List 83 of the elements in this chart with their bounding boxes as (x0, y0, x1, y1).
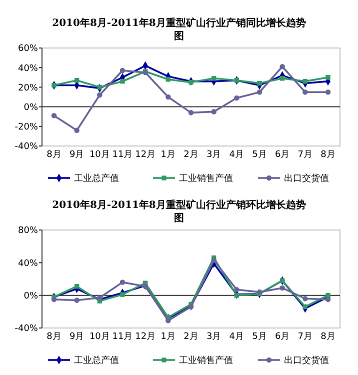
point (166, 94, 171, 100)
point (302, 296, 308, 302)
point (166, 77, 171, 82)
x-tick-label: 9月 (69, 150, 84, 160)
x-tick-label: 10月 (89, 332, 110, 342)
y-tick-label: -40% (14, 142, 38, 152)
point (188, 80, 194, 85)
x-tick-label: 2月 (184, 150, 198, 160)
point (97, 92, 102, 98)
point (325, 89, 331, 95)
x-tick-label: 10月 (89, 150, 110, 160)
y-tick-label: 0% (24, 291, 38, 302)
point (302, 89, 308, 95)
point (188, 110, 194, 116)
y-tick-label: 40% (18, 64, 38, 74)
point (74, 78, 80, 83)
y-tick-label: 60% (18, 44, 38, 54)
x-tick-label: 6月 (274, 332, 290, 342)
x-tick-label: 8月 (320, 150, 336, 160)
legend-label: 出口交货值 (284, 355, 329, 366)
chart-title: 2010年8月-2011年8月重型矿山行业产销环比增长趋势图 (52, 199, 306, 224)
point (97, 295, 102, 300)
x-tick-label: 5月 (252, 150, 267, 160)
legend-label: 出口交货值 (284, 173, 329, 184)
y-tick-label: 20% (18, 83, 38, 94)
point (326, 292, 330, 298)
point (211, 258, 216, 263)
x-tick-label: 3月 (206, 332, 222, 342)
x-tick-label: 8月 (46, 332, 62, 342)
x-tick-label: 4月 (229, 150, 244, 160)
y-tick-label: 0% (24, 102, 38, 113)
point (97, 84, 102, 90)
x-tick-label: 4月 (229, 332, 244, 342)
point (74, 298, 80, 303)
point (302, 78, 308, 84)
point (211, 109, 216, 114)
x-tick-label: 1月 (160, 332, 176, 342)
point (51, 296, 57, 302)
y-tick-label: 40% (18, 258, 38, 269)
x-tick-label: 3月 (206, 150, 222, 160)
chart-title: 2010年8月-2011年8月重型矿山行业产销同比增长趋势图 (52, 17, 306, 42)
point (325, 296, 331, 302)
point (120, 68, 126, 74)
x-tick-label: 12月 (135, 332, 156, 342)
legend-label: 工业总产值 (74, 355, 119, 366)
point (142, 284, 148, 289)
point (280, 76, 285, 81)
point (234, 286, 240, 292)
point (120, 292, 125, 297)
legend-label: 工业销售产值 (179, 355, 233, 366)
legend-label: 工业销售产值 (179, 173, 233, 184)
x-tick-label: 5月 (252, 332, 267, 342)
x-tick-label: 6月 (274, 150, 290, 160)
point (166, 318, 171, 324)
y-tick-label: -40% (14, 324, 38, 334)
y-tick-label: 80% (18, 226, 38, 236)
point (74, 284, 80, 289)
point (234, 292, 240, 298)
point (120, 280, 126, 285)
x-tick-label: 11月 (112, 332, 133, 342)
x-tick-label: 8月 (320, 332, 336, 342)
x-tick-label: 9月 (69, 332, 84, 342)
point (302, 304, 308, 310)
point (188, 304, 194, 310)
point (256, 89, 262, 95)
point (51, 112, 57, 118)
x-tick-label: 7月 (298, 150, 313, 160)
point (257, 80, 262, 86)
x-tick-label: 11月 (112, 150, 133, 160)
x-tick-label: 2月 (184, 332, 198, 342)
x-tick-label: 8月 (46, 150, 62, 160)
x-tick-label: 12月 (135, 150, 156, 160)
point (211, 76, 216, 81)
legend-label: 工业总产值 (74, 173, 119, 184)
point (280, 64, 285, 70)
point (280, 285, 285, 291)
x-tick-label: 1月 (160, 150, 176, 160)
point (326, 75, 330, 80)
point (234, 95, 240, 101)
point (74, 128, 80, 133)
point (120, 78, 125, 84)
x-tick-label: 7月 (298, 332, 313, 342)
y-tick-label: -20% (14, 122, 38, 133)
